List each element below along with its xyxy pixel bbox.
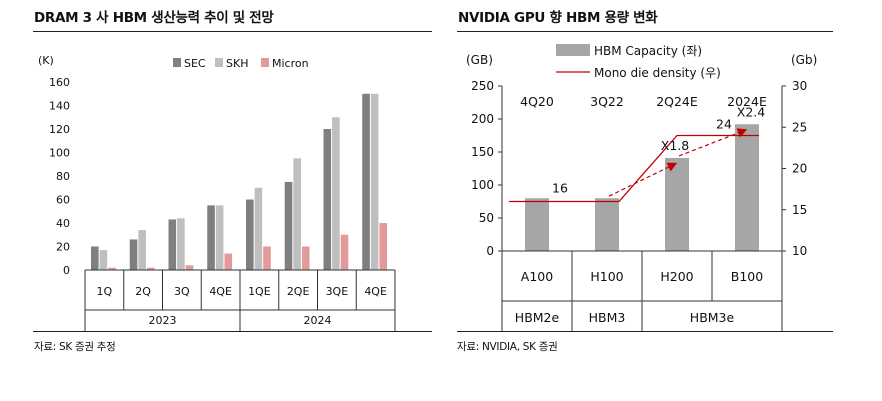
bar-micron — [263, 246, 271, 270]
y-tick-label: 0 — [63, 264, 70, 277]
x-tick-label: B100 — [731, 269, 763, 284]
y2-tick-label: 30 — [792, 79, 807, 93]
line-mono-die-density — [509, 134, 759, 203]
x-tick-label: 1Q — [97, 285, 113, 298]
y-tick-label: 100 — [49, 147, 70, 160]
bar-sec — [207, 205, 215, 270]
period-label: 2024E — [727, 94, 767, 109]
y-tick-label: 50 — [479, 211, 494, 225]
y-tick-label: 250 — [471, 79, 494, 93]
bar-sec — [362, 93, 370, 270]
legend-label-mono-die-density: Mono die density (우) — [594, 66, 721, 80]
y-tick-label: 40 — [56, 217, 70, 230]
legend-swatch-skh — [215, 58, 223, 67]
x-tick-label: 1QE — [248, 285, 271, 298]
legend-swatch-sec — [173, 58, 181, 67]
left-chart-title: DRAM 3 사 HBM 생산능력 추이 및 전망 — [34, 10, 274, 26]
x-tick-label: 3QE — [326, 285, 349, 298]
x-tick-label: 2QE — [287, 285, 310, 298]
bar-sec — [168, 219, 177, 270]
bar-hbm-capacity — [735, 124, 759, 251]
bar-micron — [379, 223, 388, 270]
x-tick-label: 4QE — [209, 285, 232, 298]
y-tick-label: 140 — [49, 100, 70, 113]
x-tick-label: H200 — [660, 269, 693, 284]
x-group-label: HBM3 — [589, 310, 626, 325]
bar-sec — [284, 181, 293, 270]
growth-arrow — [678, 128, 748, 157]
right-source-note: 자료: NVIDIA, SK 증권 — [457, 341, 558, 353]
x-group-label: HBM2e — [515, 310, 560, 325]
left-bottom-rule — [33, 331, 432, 332]
legend-label-micron: Micron — [272, 57, 309, 70]
x-tick-label: 2Q — [135, 285, 151, 298]
bar-skh — [293, 158, 301, 270]
right-title-rule — [457, 31, 833, 32]
right-chart-title: NVIDIA GPU 향 HBM 용량 변화 — [458, 10, 658, 26]
bar-micron — [146, 267, 155, 270]
bar-skh — [332, 117, 340, 270]
line-data-label: 16 — [552, 181, 568, 196]
y2-tick-label: 15 — [792, 203, 807, 217]
y2-tick-label: 25 — [792, 120, 807, 134]
bar-sec — [91, 246, 99, 270]
bar-sec — [323, 129, 332, 270]
x-group-label: HBM3e — [690, 310, 735, 325]
bar-hbm-capacity — [595, 198, 619, 251]
bar-skh — [215, 205, 224, 270]
bar-sec — [246, 199, 254, 270]
y-tick-label: 80 — [56, 170, 70, 183]
legend-swatch-micron — [261, 58, 269, 67]
y-axis-unit-label: (GB) — [466, 53, 493, 67]
left-title-rule — [33, 31, 432, 32]
y-tick-label: 20 — [56, 241, 70, 254]
period-label: 4Q20 — [520, 94, 554, 109]
y2-tick-label: 20 — [792, 162, 807, 176]
bar-skh — [254, 187, 263, 270]
y-tick-label: 120 — [49, 123, 70, 136]
x-group-label: 2024 — [304, 314, 332, 327]
period-label: 3Q22 — [590, 94, 624, 109]
y2-axis-unit-label: (Gb) — [791, 53, 817, 67]
y-tick-label: 0 — [486, 244, 494, 258]
period-label: 2Q24E — [656, 94, 698, 109]
x-tick-label: H100 — [590, 269, 623, 284]
bar-skh — [138, 230, 146, 270]
x-tick-label: 3Q — [174, 285, 190, 298]
left-source-note: 자료: SK 증권 추정 — [34, 341, 116, 353]
growth-arrow-label: X2.4 — [737, 104, 765, 119]
growth-arrow-label: X1.8 — [661, 138, 689, 153]
x-group-label: 2023 — [149, 314, 177, 327]
y2-tick-label: 10 — [792, 244, 807, 258]
y-tick-label: 200 — [471, 112, 494, 126]
bar-skh — [177, 218, 185, 270]
legend-label-hbm-capacity: HBM Capacity (좌) — [594, 44, 702, 58]
x-tick-label: 4QE — [364, 285, 387, 298]
y-tick-label: 60 — [56, 194, 70, 207]
right-bottom-rule — [457, 331, 833, 332]
bar-skh — [370, 93, 379, 270]
legend-label-skh: SKH — [226, 57, 248, 70]
line-data-label: 24 — [716, 117, 732, 132]
bar-micron — [185, 265, 194, 270]
bar-micron — [224, 253, 233, 270]
bar-micron — [301, 246, 310, 270]
y-tick-label: 150 — [471, 145, 494, 159]
y-axis-unit-label: (K) — [38, 54, 54, 67]
y-tick-label: 100 — [471, 178, 494, 192]
bar-micron — [340, 234, 349, 270]
bar-hbm-capacity — [525, 198, 549, 251]
growth-arrow — [608, 162, 678, 197]
y-tick-label: 160 — [49, 76, 70, 89]
bar-sec — [129, 239, 138, 270]
x-tick-label: A100 — [521, 269, 553, 284]
bar-micron — [108, 267, 116, 270]
bar-hbm-capacity — [665, 157, 689, 251]
bar-skh — [99, 250, 108, 270]
legend-label-sec: SEC — [184, 57, 206, 70]
legend-swatch-hbm-capacity — [556, 44, 590, 56]
